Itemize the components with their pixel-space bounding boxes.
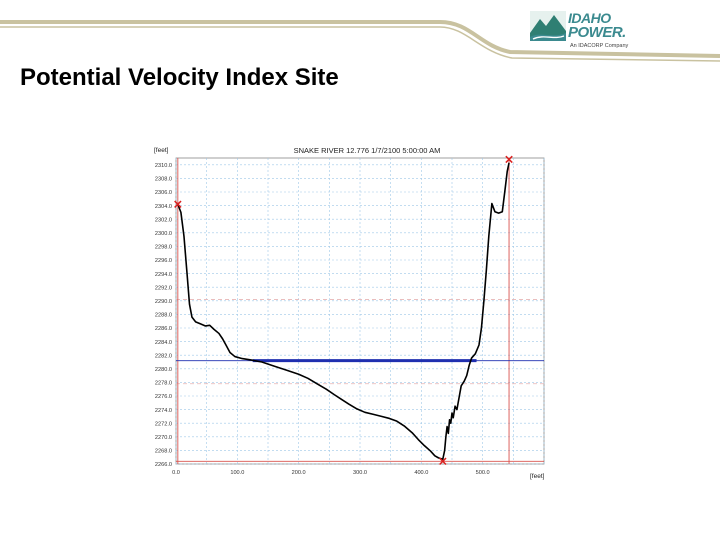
chart-title: SNAKE RIVER 12.776 1/7/2100 5:00:00 AM xyxy=(294,146,441,155)
x-tick-label: 0.0 xyxy=(172,470,180,476)
y-tick-label: 2292.0 xyxy=(155,285,172,291)
x-marker xyxy=(505,155,513,164)
y-tick-label: 2298.0 xyxy=(155,245,172,251)
y-tick-label: 2280.0 xyxy=(155,367,172,373)
x-tick-label: 200.0 xyxy=(292,470,306,476)
x-tick-label: 400.0 xyxy=(414,470,428,476)
channel-profile-line xyxy=(177,162,510,461)
x-marker xyxy=(439,457,447,466)
logo-text-line2: POWER. xyxy=(568,24,626,41)
header-swoosh-line-thin xyxy=(0,26,720,62)
header-swoosh-band xyxy=(0,20,720,62)
y-tick-label: 2300.0 xyxy=(155,231,172,237)
y-tick-label: 2284.0 xyxy=(155,340,172,346)
y-tick-label: 2268.0 xyxy=(155,449,172,455)
cross-section-chart: 2266.0 2268.0 2270.0 2272.0 2274.0 2276.0 2278… xyxy=(138,138,558,484)
y-tick-label: 2310.0 xyxy=(155,163,172,169)
x-marker-stroke xyxy=(174,200,182,208)
slide-title: Potential Velocity Index Site xyxy=(20,64,339,91)
x-tick-label: 300.0 xyxy=(353,470,367,476)
horizontal-gridlines xyxy=(176,164,544,465)
red-limit-lines xyxy=(176,158,544,464)
x-marker-stroke xyxy=(439,457,447,466)
y-tick-label: 2296.0 xyxy=(155,258,172,264)
header-swoosh-line xyxy=(0,20,720,58)
x-tick-labels: 0.0 100.0 200.0 300.0 400.0 500.0 xyxy=(172,470,490,476)
y-tick-label: 2304.0 xyxy=(155,204,172,210)
logo-text-line1: IDAHO xyxy=(568,10,611,26)
y-tick-label: 2278.0 xyxy=(155,381,172,387)
x-tick-label: 500.0 xyxy=(476,470,490,476)
y-tick-label: 2266.0 xyxy=(155,462,172,468)
y-tick-label: 2290.0 xyxy=(155,299,172,305)
y-tick-label: 2288.0 xyxy=(155,313,172,319)
idaho-power-logo: IDAHO POWER. An IDACORP Company xyxy=(528,8,638,52)
x-tick-label: 100.0 xyxy=(230,470,244,476)
y-tick-label: 2274.0 xyxy=(155,408,172,414)
y-tick-label: 2306.0 xyxy=(155,190,172,196)
y-tick-label: 2272.0 xyxy=(155,421,172,427)
cross-section-chart-svg: 2266.0 2268.0 2270.0 2272.0 2274.0 2276.0 2278… xyxy=(154,146,545,480)
dashed-reference-lines xyxy=(176,299,544,385)
vertical-gridlines xyxy=(175,158,545,464)
mountain-logo-icon xyxy=(530,11,566,41)
y-tick-label: 2286.0 xyxy=(155,326,172,332)
logo-subtext: An IDACORP Company xyxy=(570,43,629,49)
endpoint-markers xyxy=(174,155,513,466)
y-tick-label: 2276.0 xyxy=(155,394,172,400)
x-axis-unit-label: [feet] xyxy=(530,473,545,480)
y-tick-labels: 2266.0 2268.0 2270.0 2272.0 2274.0 2276.0 2278… xyxy=(155,163,172,468)
y-tick-label: 2282.0 xyxy=(155,353,172,359)
y-tick-label: 2302.0 xyxy=(155,217,172,223)
y-axis-unit-label: [feet] xyxy=(154,147,169,154)
x-marker-stroke xyxy=(505,155,513,164)
y-tick-label: 2308.0 xyxy=(155,177,172,183)
y-tick-label: 2270.0 xyxy=(155,435,172,441)
x-marker xyxy=(174,200,182,208)
y-tick-label: 2294.0 xyxy=(155,272,172,278)
